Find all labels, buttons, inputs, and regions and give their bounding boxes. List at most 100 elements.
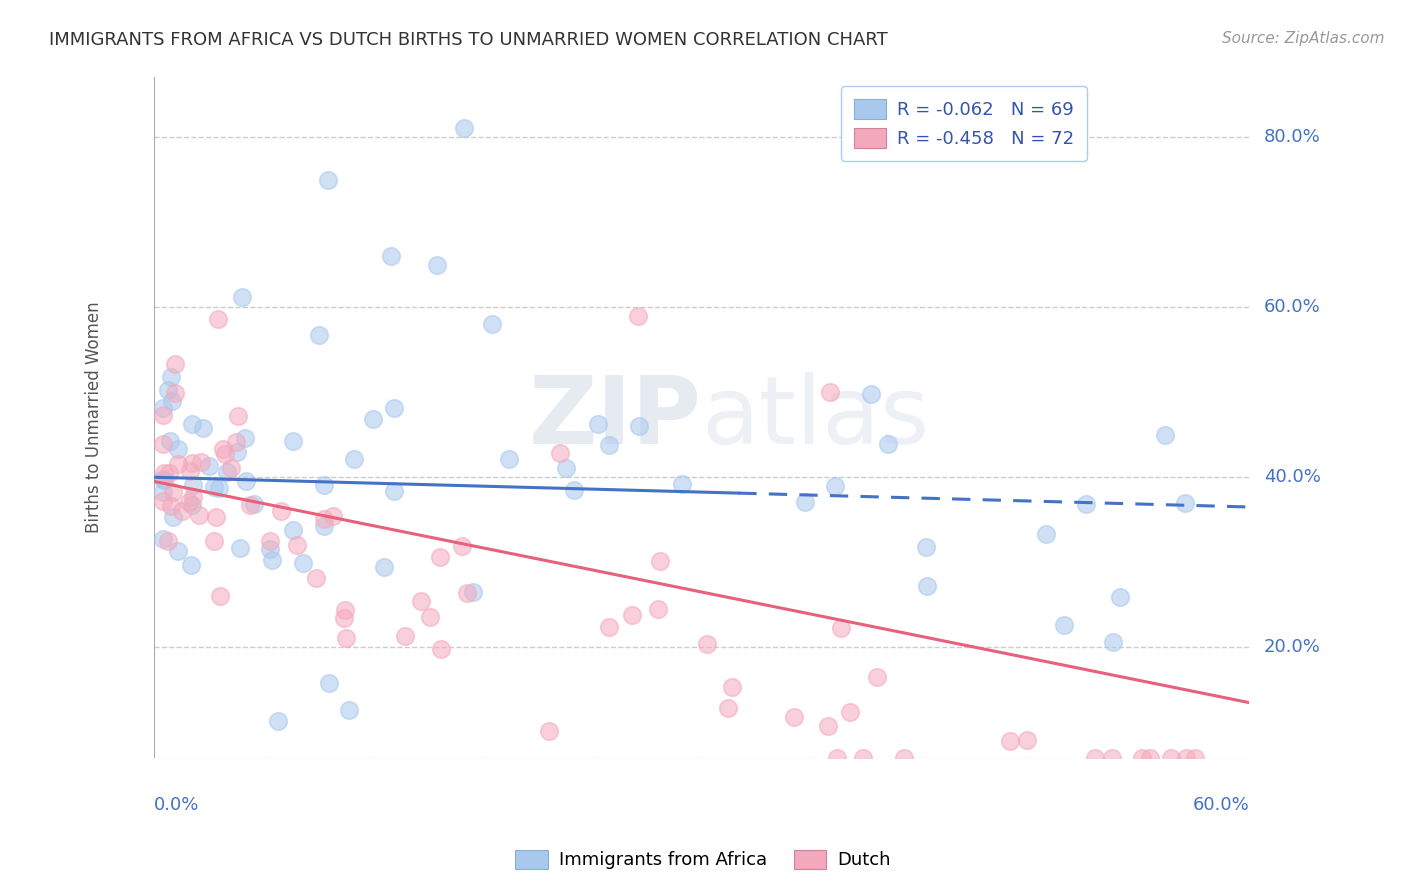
Point	[382, 401, 405, 415]
Point	[839, 705, 862, 719]
Point	[181, 417, 204, 432]
Point	[998, 734, 1021, 748]
Point	[866, 670, 889, 684]
Point	[1015, 733, 1038, 747]
Point	[229, 541, 252, 556]
Point	[152, 437, 174, 451]
Point	[361, 412, 384, 426]
Point	[621, 607, 644, 622]
Text: 80.0%: 80.0%	[1264, 128, 1320, 146]
Point	[239, 498, 262, 512]
Point	[153, 466, 176, 480]
Point	[498, 452, 520, 467]
Point	[215, 465, 238, 479]
Point	[550, 445, 572, 459]
Point	[304, 571, 326, 585]
Point	[463, 585, 485, 599]
Point	[1101, 635, 1123, 649]
Point	[181, 477, 204, 491]
Text: Births to Unmarried Women: Births to Unmarried Women	[84, 301, 103, 533]
Point	[190, 455, 212, 469]
Text: 0.0%: 0.0%	[155, 797, 200, 814]
Point	[859, 386, 882, 401]
Point	[259, 541, 281, 556]
Text: 40.0%: 40.0%	[1264, 468, 1320, 486]
Point	[152, 533, 174, 547]
Point	[647, 601, 669, 615]
Point	[877, 437, 900, 451]
Text: IMMIGRANTS FROM AFRICA VS DUTCH BIRTHS TO UNMARRIED WOMEN CORRELATION CHART: IMMIGRANTS FROM AFRICA VS DUTCH BIRTHS T…	[49, 31, 889, 49]
Point	[283, 524, 305, 538]
Point	[824, 479, 846, 493]
Point	[205, 510, 228, 524]
Point	[188, 508, 211, 522]
Point	[453, 121, 475, 136]
Point	[671, 477, 693, 491]
Point	[1074, 497, 1097, 511]
Point	[794, 495, 817, 509]
Point	[818, 385, 841, 400]
Point	[181, 490, 204, 504]
Point	[830, 621, 852, 635]
Point	[152, 409, 174, 423]
Point	[160, 370, 183, 384]
Point	[332, 611, 354, 625]
Point	[1035, 527, 1057, 541]
Point	[538, 723, 561, 738]
Point	[586, 417, 609, 431]
Text: 20.0%: 20.0%	[1264, 639, 1320, 657]
Point	[817, 719, 839, 733]
Point	[312, 511, 335, 525]
Text: ZIP: ZIP	[529, 372, 702, 464]
Point	[225, 434, 247, 449]
Legend: Immigrants from Africa, Dutch: Immigrants from Africa, Dutch	[506, 840, 900, 879]
Point	[156, 534, 179, 549]
Point	[628, 419, 651, 434]
Point	[219, 461, 242, 475]
Text: atlas: atlas	[702, 372, 929, 464]
Point	[1053, 618, 1076, 632]
Point	[281, 434, 304, 448]
Point	[233, 431, 256, 445]
Point	[394, 629, 416, 643]
Point	[648, 554, 671, 568]
Point	[287, 538, 309, 552]
Point	[152, 494, 174, 508]
Point	[267, 714, 290, 728]
Point	[167, 457, 190, 471]
Point	[627, 309, 650, 323]
Legend: R = -0.062   N = 69, R = -0.458   N = 72: R = -0.062 N = 69, R = -0.458 N = 72	[841, 87, 1087, 161]
Point	[180, 456, 202, 470]
Point	[152, 485, 174, 500]
Point	[1101, 751, 1123, 765]
Point	[426, 258, 449, 272]
Point	[318, 676, 340, 690]
Point	[157, 383, 180, 397]
Point	[1154, 428, 1177, 442]
Point	[202, 480, 225, 494]
Point	[214, 447, 236, 461]
Point	[720, 680, 742, 694]
Point	[181, 498, 204, 512]
Point	[456, 586, 478, 600]
Point	[717, 701, 740, 715]
Point	[696, 637, 718, 651]
Point	[308, 327, 330, 342]
Point	[152, 473, 174, 487]
Point	[335, 602, 357, 616]
Point	[342, 452, 364, 467]
Point	[783, 710, 806, 724]
Point	[1160, 751, 1182, 765]
Point	[419, 610, 441, 624]
Point	[825, 751, 848, 765]
Point	[159, 434, 181, 449]
Point	[314, 478, 336, 492]
Point	[554, 461, 576, 475]
Point	[152, 472, 174, 486]
Point	[191, 421, 214, 435]
Point	[160, 393, 183, 408]
Point	[411, 594, 433, 608]
Point	[262, 552, 284, 566]
Point	[270, 504, 292, 518]
Point	[915, 578, 938, 592]
